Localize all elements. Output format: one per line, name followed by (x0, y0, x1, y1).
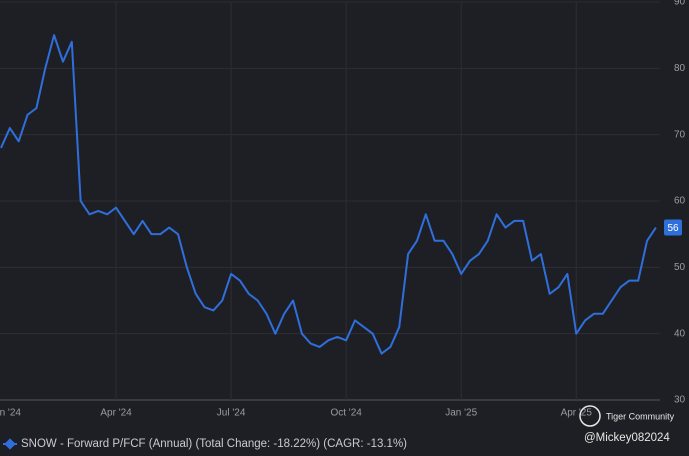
last-value-badge (664, 219, 682, 236)
x-tick-label: Apr '25 (561, 408, 593, 419)
y-tick-label: 30 (674, 395, 686, 406)
watermark-logo (579, 405, 601, 427)
y-tick-label: 50 (674, 262, 686, 273)
watermark-handle: @Mickey082024 (584, 432, 670, 444)
watermark-brand: Tiger Community (606, 411, 675, 421)
series-line (0, 34, 657, 355)
watermark: Tiger Community @Mickey082024 (579, 405, 675, 444)
y-tick-label: 90 (674, 0, 686, 8)
x-tick-label: Apr '24 (100, 408, 132, 419)
last-value-label: 56 (667, 223, 679, 234)
y-tick-label: 60 (674, 196, 686, 207)
x-tick-label: Jan '24 (0, 408, 21, 419)
y-tick-label: 80 (674, 63, 686, 74)
y-tick-label: 40 (674, 328, 686, 339)
legend-label: SNOW - Forward P/FCF (Annual) (Total Cha… (21, 438, 407, 450)
x-tick-label: Jan '25 (445, 408, 477, 419)
y-tick-label: 70 (674, 129, 686, 140)
x-tick-label: Oct '24 (330, 408, 362, 419)
x-tick-label: Jul '24 (217, 408, 246, 419)
